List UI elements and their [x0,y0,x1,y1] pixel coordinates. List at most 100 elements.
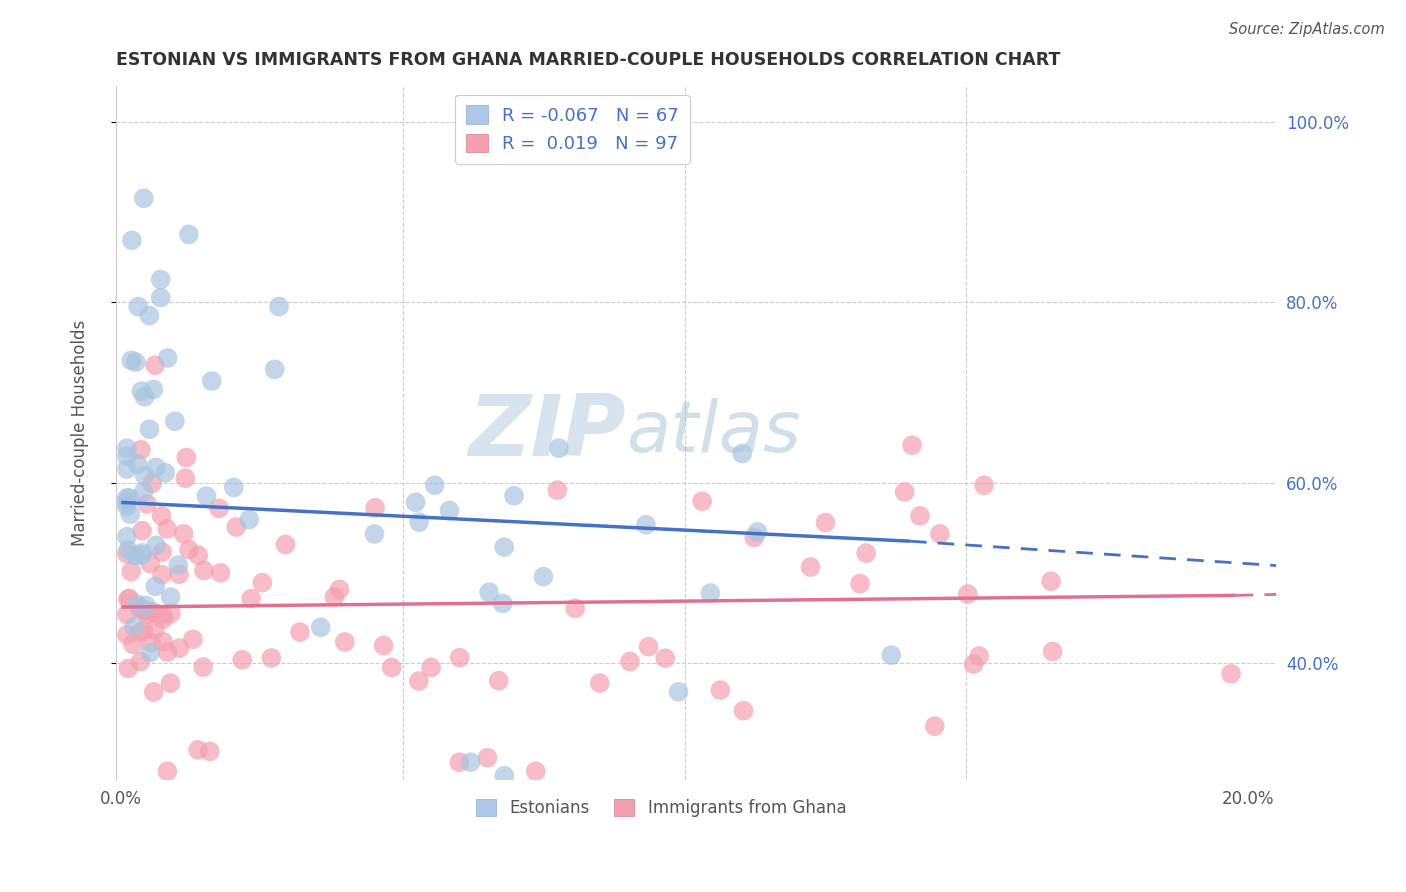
Point [169,641,191,656]
Point [408,515,430,529]
Point [274,537,297,551]
Point [531,569,554,583]
Point [187,548,209,562]
Point [115,491,138,505]
Point [131,384,153,398]
Point [131,524,153,538]
Point [132,485,155,500]
Point [1220,666,1243,681]
Point [564,601,586,615]
Point [115,547,138,561]
Point [668,685,690,699]
Point [814,516,837,530]
Point [238,513,260,527]
Point [115,500,138,514]
Point [209,566,232,580]
Point [115,495,138,509]
Point [908,508,931,523]
Point [193,660,215,674]
Point [121,233,143,247]
Point [121,637,143,651]
Point [690,494,713,508]
Point [128,601,150,615]
Point [855,546,877,560]
Point [928,526,950,541]
Point [849,576,872,591]
Point [222,480,245,494]
Point [134,468,156,483]
Point [145,460,167,475]
Point [129,625,152,640]
Point [132,603,155,617]
Point [142,605,165,619]
Point [129,655,152,669]
Point [131,548,153,562]
Text: ESTONIAN VS IMMIGRANTS FROM GHANA MARRIED-COUPLE HOUSEHOLDS CORRELATION CHART: ESTONIAN VS IMMIGRANTS FROM GHANA MARRIE… [115,51,1060,69]
Point [138,309,160,323]
Point [124,549,146,563]
Point [148,607,170,622]
Point [333,635,356,649]
Point [143,623,166,637]
Point [260,651,283,665]
Point [449,650,471,665]
Point [381,660,404,674]
Point [799,560,821,574]
Point [143,358,166,372]
Point [135,599,157,613]
Point [460,756,482,770]
Point [160,607,183,621]
Point [589,676,612,690]
Point [198,744,221,758]
Point [494,540,516,554]
Point [449,756,471,770]
Point [193,563,215,577]
Point [373,639,395,653]
Point [115,442,138,456]
Point [117,592,139,607]
Point [129,442,152,457]
Point [142,685,165,699]
Point [156,522,179,536]
Point [967,649,990,664]
Point [115,449,138,463]
Text: atlas: atlas [626,399,801,467]
Point [364,500,387,515]
Point [547,441,569,455]
Point [709,683,731,698]
Point [127,598,149,612]
Point [152,612,174,626]
Point [880,648,903,662]
Point [492,596,515,610]
Point [962,657,984,671]
Point [267,300,290,314]
Point [328,582,350,597]
Point [120,507,142,521]
Point [118,591,141,606]
Point [143,579,166,593]
Point [173,526,195,541]
Text: ZIP: ZIP [468,392,626,475]
Point [127,457,149,471]
Point [973,478,995,492]
Point [139,636,162,650]
Point [546,483,568,497]
Point [408,673,430,688]
Point [155,466,177,480]
Point [136,497,159,511]
Point [423,478,446,492]
Point [152,607,174,622]
Point [159,590,181,604]
Point [174,471,197,485]
Point [141,476,163,491]
Point [120,565,142,579]
Point [637,640,659,654]
Point [115,530,138,544]
Point [159,676,181,690]
Point [142,383,165,397]
Point [139,557,162,571]
Point [118,491,141,505]
Point [117,543,139,558]
Y-axis label: Married-couple Households: Married-couple Households [72,319,89,546]
Point [524,764,547,779]
